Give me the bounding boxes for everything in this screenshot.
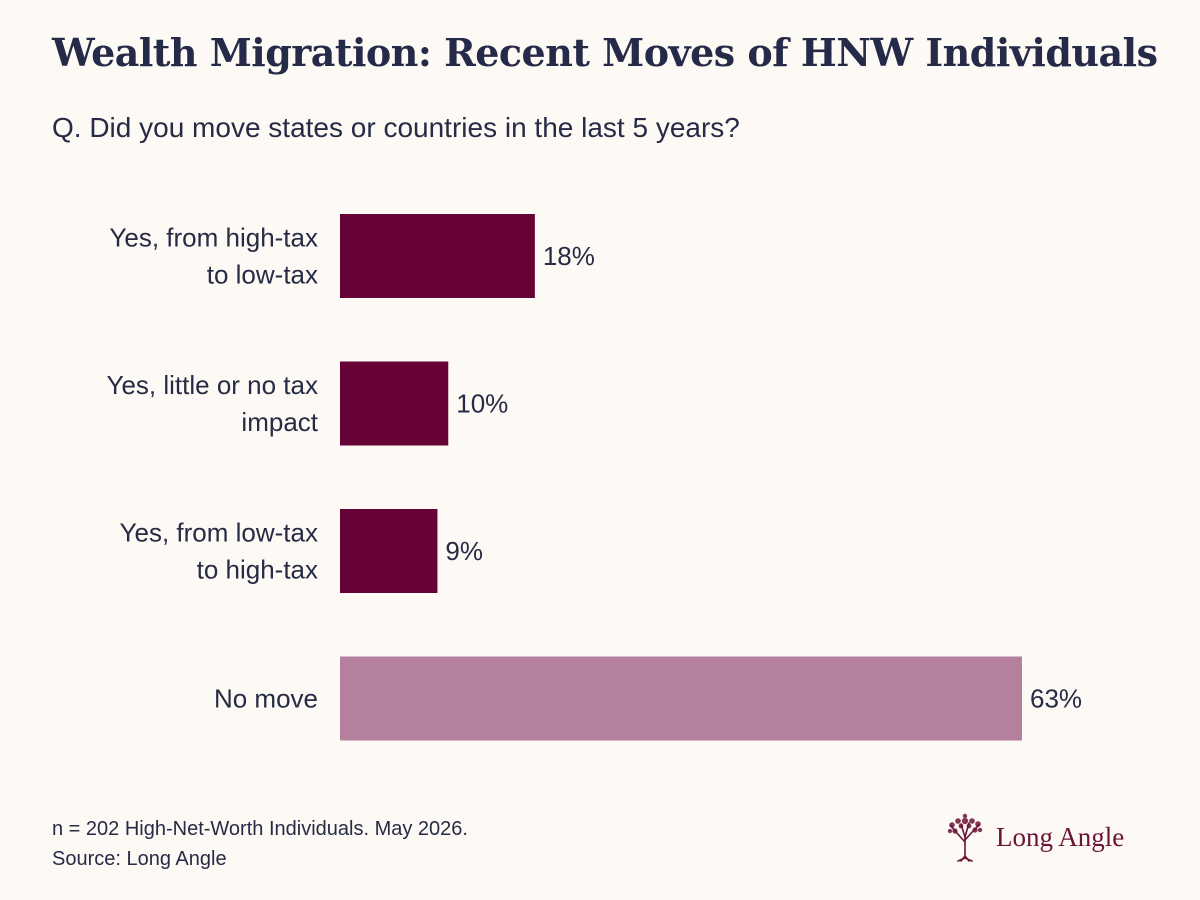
- category-label-1-line-0: Yes, little or no tax: [107, 370, 319, 400]
- source-note: Source: Long Angle: [52, 848, 227, 870]
- long-angle-logo: Long Angle: [944, 812, 1124, 862]
- category-label-0-line-0: Yes, from high-tax: [109, 223, 318, 253]
- tree-icon: [947, 813, 983, 862]
- category-label-0-line-1: to low-tax: [207, 260, 318, 290]
- bar-3: [340, 656, 1022, 741]
- chart-title: Wealth Migration: Recent Moves of HNW In…: [52, 30, 1158, 75]
- chart-subtitle: Q. Did you move states or countries in t…: [52, 112, 740, 143]
- category-label-2-line-0: Yes, from low-tax: [120, 518, 318, 548]
- footnote: n = 202 High-Net-Worth Individuals. May …: [52, 814, 468, 874]
- value-label-0: 18%: [543, 241, 595, 271]
- bar-chart: 18% Yes, from high-tax to low-tax 10% Yes, l…: [107, 214, 1082, 741]
- value-label-3: 63%: [1030, 684, 1082, 714]
- logo-text: Long Angle: [996, 821, 1125, 852]
- category-label-1-line-1: impact: [241, 407, 318, 437]
- value-label-1: 10%: [456, 389, 508, 419]
- bar-2: [340, 509, 438, 593]
- bar-1: [340, 361, 449, 446]
- bar-0: [340, 214, 535, 298]
- sample-note: n = 202 High-Net-Worth Individuals. May …: [52, 818, 468, 840]
- value-label-2: 9%: [445, 536, 483, 566]
- category-label-2-line-1: to high-tax: [197, 555, 318, 585]
- category-label-3-line-0: No move: [214, 684, 318, 714]
